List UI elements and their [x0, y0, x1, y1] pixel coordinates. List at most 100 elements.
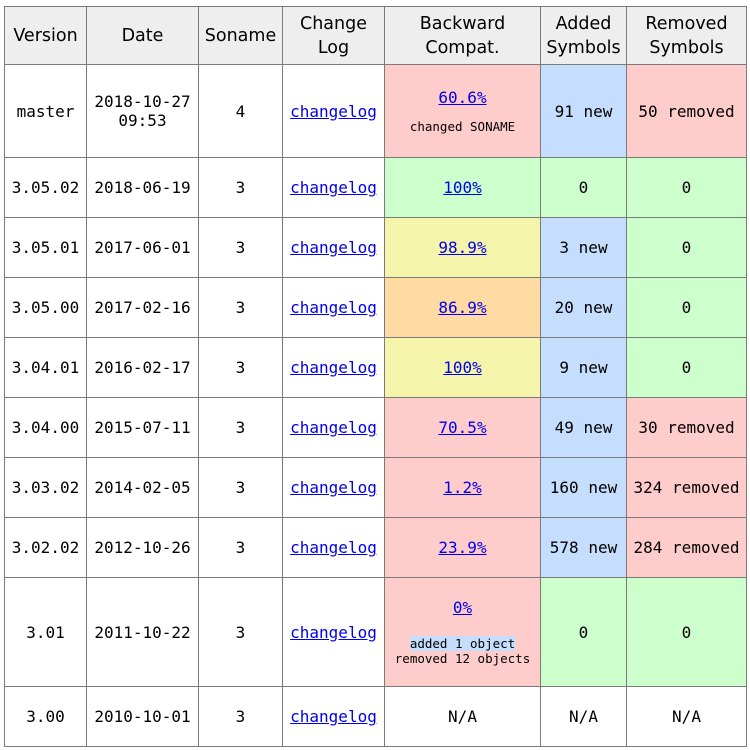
- changelog-link[interactable]: changelog: [290, 298, 377, 317]
- added-symbols-cell: N/A: [540, 686, 627, 747]
- removed-symbols-cell-text: 30 removed: [638, 418, 735, 437]
- removed-symbols-cell-text: 50 removed: [638, 101, 735, 121]
- backward-compat-link[interactable]: 100%: [443, 178, 482, 197]
- added-symbols-cell-text: 3 new: [559, 238, 608, 257]
- soname-cell-text: 3: [235, 418, 246, 437]
- date-cell-text: 2017-06-01: [94, 238, 191, 257]
- table-row: 3.05.00 2017-02-16 3 changelog 86.9% 20 new 0: [4, 277, 747, 338]
- table-row: 3.02.02 2012-10-26 3 changelog 23.9% 578 new 2…: [4, 517, 747, 578]
- soname-cell-text: 3: [235, 538, 246, 557]
- soname-cell: 3: [198, 277, 283, 338]
- changelog-link[interactable]: changelog: [290, 538, 377, 557]
- backward-compat-link[interactable]: 1.2%: [443, 478, 482, 497]
- added-symbols-cell-text: N/A: [569, 707, 598, 726]
- backward-compat-link[interactable]: 86.9%: [438, 298, 487, 317]
- backward-compat-link[interactable]: 0%: [452, 598, 473, 617]
- date-cell: 2018-06-19: [86, 157, 199, 218]
- date-cell-text: 2018-06-19: [94, 178, 191, 197]
- date-cell: 2017-02-16: [86, 277, 199, 338]
- date-cell: 2016-02-17: [86, 337, 199, 398]
- soname-cell: 3: [198, 397, 283, 458]
- added-symbols-cell: 20 new: [540, 277, 627, 338]
- added-symbols-cell-text: 20 new: [554, 298, 613, 317]
- added-symbols-cell: 160 new: [540, 457, 627, 518]
- version-cell-text: 3.01: [26, 622, 65, 642]
- changelog-cell: changelog: [282, 457, 385, 518]
- changelog-link[interactable]: changelog: [290, 178, 377, 197]
- header-changelog: Change Log: [282, 6, 385, 65]
- backward-compat-cell: 0% added 1 object removed 12 objects: [384, 577, 541, 687]
- soname-cell-text: 3: [235, 298, 246, 317]
- backward-compat-link[interactable]: 98.9%: [438, 238, 487, 257]
- header-version: Version: [4, 6, 87, 65]
- version-cell-text: 3.02.02: [11, 538, 80, 557]
- backward-compat-cell: 100%: [384, 337, 541, 398]
- date-cell-text: 2017-02-16: [94, 298, 191, 317]
- backward-compat-cell: 86.9%: [384, 277, 541, 338]
- version-cell: 3.02.02: [4, 517, 87, 578]
- version-cell-text: 3.05.00: [11, 298, 80, 317]
- header-soname: Soname: [198, 6, 283, 65]
- added-symbols-cell-text: 49 new: [554, 418, 613, 437]
- changelog-link[interactable]: changelog: [290, 478, 377, 497]
- date-cell: 2010-10-01: [86, 686, 199, 747]
- version-cell: 3.04.00: [4, 397, 87, 458]
- version-cell: 3.00: [4, 686, 87, 747]
- backward-compat-link[interactable]: 70.5%: [438, 418, 487, 437]
- changelog-link[interactable]: changelog: [290, 418, 377, 437]
- header-backward-compat: Backward Compat.: [384, 6, 541, 65]
- table-row: 3.00 2010-10-01 3 changelog N/A N/A N/A: [4, 686, 747, 747]
- removed-symbols-cell: 0: [626, 157, 747, 218]
- added-symbols-cell-text: 0: [578, 622, 589, 642]
- soname-cell: 4: [198, 64, 283, 158]
- header-date: Date: [86, 6, 199, 65]
- removed-symbols-cell: 30 removed: [626, 397, 747, 458]
- removed-symbols-cell-text: N/A: [672, 707, 701, 726]
- soname-cell: 3: [198, 517, 283, 578]
- date-cell: 2011-10-22: [86, 577, 199, 687]
- soname-cell: 3: [198, 686, 283, 747]
- version-cell-text: 3.05.02: [11, 178, 80, 197]
- compat-notes: changed SONAME: [386, 119, 540, 134]
- abi-history-table: Version Date Soname Change Log Backward …: [4, 6, 747, 747]
- added-symbols-cell: 91 new: [540, 64, 627, 158]
- version-cell: 3.05.01: [4, 217, 87, 278]
- backward-compat-cell: 60.6% changed SONAME: [384, 64, 541, 158]
- date-cell-text: 2018-10-27 09:53: [94, 92, 191, 130]
- removed-symbols-cell-text: 0: [681, 238, 692, 257]
- compat-note-highlight: added 1 object: [409, 636, 516, 651]
- backward-compat-link[interactable]: 23.9%: [438, 538, 487, 557]
- version-cell: 3.04.01: [4, 337, 87, 398]
- table-row: 3.05.02 2018-06-19 3 changelog 100% 0 0: [4, 157, 747, 218]
- compat-note: removed 12 objects: [394, 651, 531, 666]
- date-cell-text: 2011-10-22: [94, 622, 191, 642]
- changelog-link[interactable]: changelog: [290, 622, 377, 642]
- backward-compat-link[interactable]: 60.6%: [438, 88, 487, 107]
- soname-cell: 3: [198, 157, 283, 218]
- soname-cell-text: 4: [235, 101, 246, 121]
- version-cell: master: [4, 64, 87, 158]
- soname-cell-text: 3: [235, 622, 246, 642]
- added-symbols-cell-text: 91 new: [554, 101, 613, 121]
- changelog-link[interactable]: changelog: [290, 707, 377, 726]
- backward-compat-link[interactable]: 100%: [443, 358, 482, 377]
- compat-note: added 1 object: [386, 636, 540, 651]
- header-row: Version Date Soname Change Log Backward …: [4, 6, 747, 65]
- date-cell: 2012-10-26: [86, 517, 199, 578]
- version-cell-text: 3.00: [26, 707, 65, 726]
- changelog-cell: changelog: [282, 397, 385, 458]
- changelog-cell: changelog: [282, 517, 385, 578]
- removed-symbols-cell: 0: [626, 277, 747, 338]
- compat-notes: added 1 object removed 12 objects: [386, 636, 540, 666]
- removed-symbols-cell-text: 284 removed: [633, 538, 740, 557]
- soname-cell-text: 3: [235, 707, 246, 726]
- changelog-link[interactable]: changelog: [290, 238, 377, 257]
- removed-symbols-cell: N/A: [626, 686, 747, 747]
- date-cell-text: 2016-02-17: [94, 358, 191, 377]
- added-symbols-cell: 9 new: [540, 337, 627, 398]
- version-cell: 3.03.02: [4, 457, 87, 518]
- changelog-link[interactable]: changelog: [290, 358, 377, 377]
- changelog-link[interactable]: changelog: [290, 101, 377, 121]
- added-symbols-cell: 49 new: [540, 397, 627, 458]
- changelog-cell: changelog: [282, 686, 385, 747]
